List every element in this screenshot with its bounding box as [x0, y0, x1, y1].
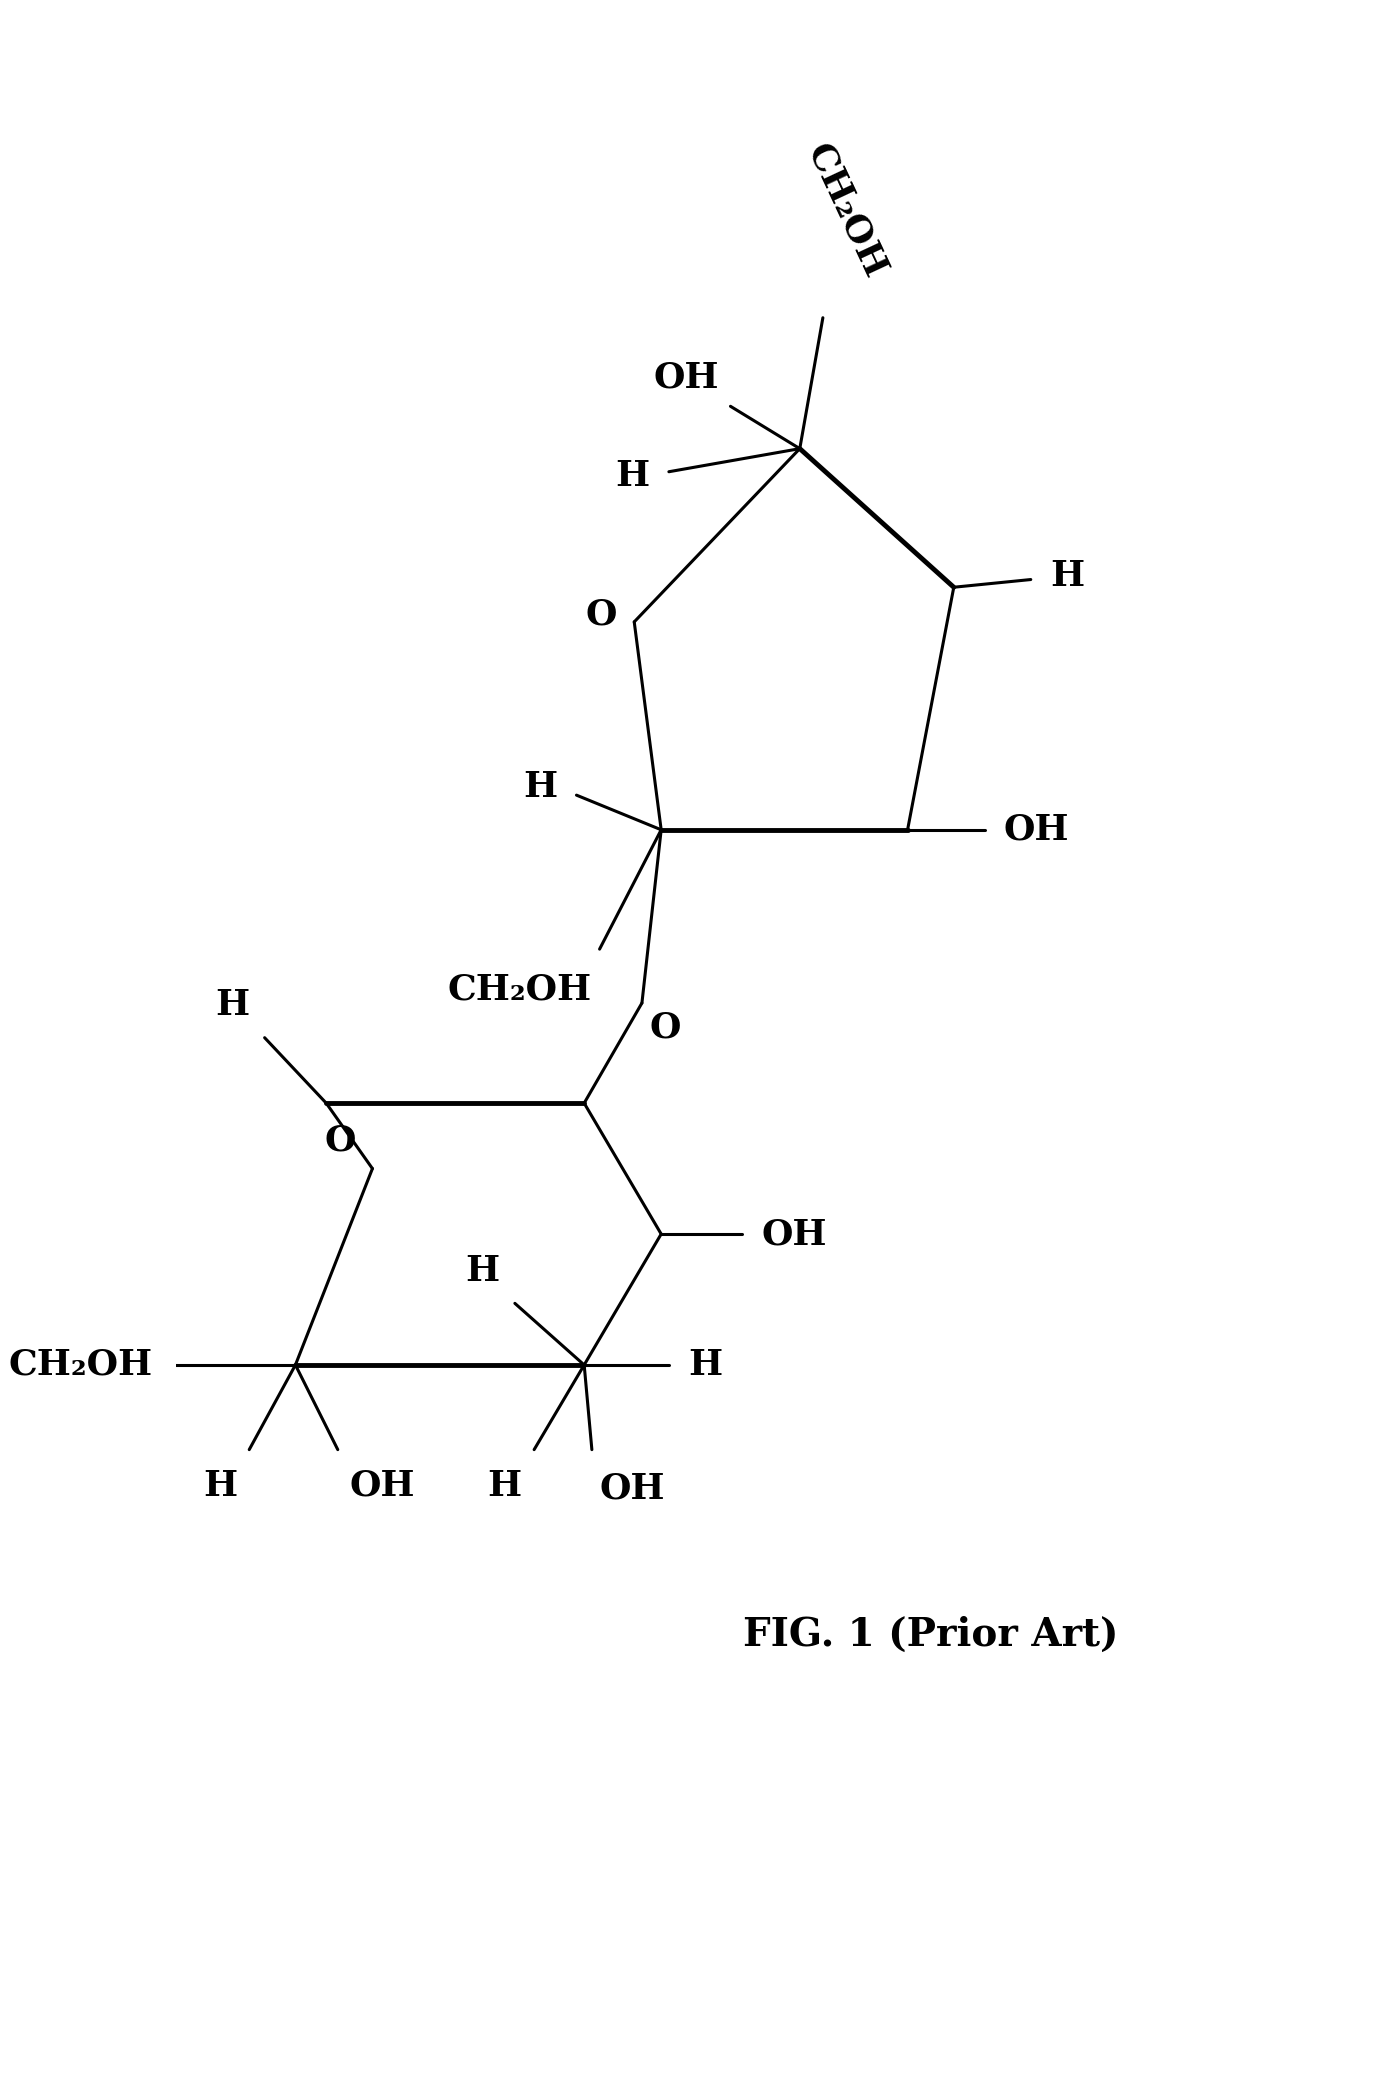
Text: H: H [465, 1253, 500, 1287]
Text: O: O [649, 1010, 681, 1044]
Text: H: H [616, 459, 649, 493]
Text: FIG. 1 (Prior Art): FIG. 1 (Prior Art) [743, 1616, 1119, 1654]
Text: O: O [586, 597, 617, 631]
Text: CH₂OH: CH₂OH [8, 1348, 153, 1381]
Text: CH₂OH: CH₂OH [447, 973, 592, 1006]
Text: H: H [523, 771, 557, 805]
Text: OH: OH [1004, 813, 1069, 847]
Text: OH: OH [599, 1471, 666, 1505]
Text: H: H [688, 1348, 722, 1381]
Text: H: H [487, 1469, 521, 1503]
Text: H: H [1050, 560, 1084, 593]
Text: CH₂OH: CH₂OH [800, 138, 892, 283]
Text: OH: OH [761, 1218, 827, 1251]
Text: OH: OH [653, 361, 720, 394]
Text: OH: OH [349, 1469, 414, 1503]
Text: O: O [325, 1123, 355, 1157]
Text: H: H [215, 989, 249, 1023]
Text: H: H [203, 1469, 238, 1503]
